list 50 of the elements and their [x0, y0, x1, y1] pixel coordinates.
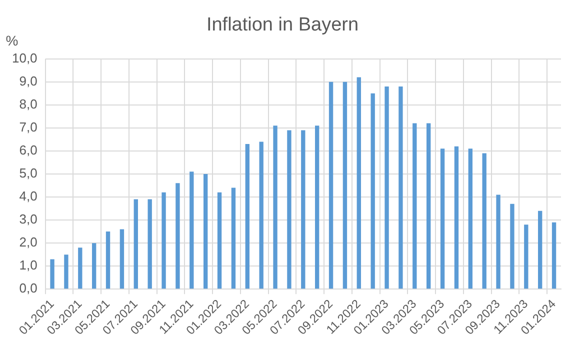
bar [426, 123, 431, 289]
bar [315, 126, 320, 289]
bar [552, 222, 556, 289]
y-tick-label: 1,0 [19, 258, 38, 273]
bar [203, 174, 208, 289]
bar [384, 86, 389, 289]
bar [412, 123, 417, 289]
bar [538, 210, 542, 289]
bar [217, 192, 222, 289]
bar [120, 229, 124, 289]
bar [301, 130, 306, 289]
y-tick-label: 4,0 [19, 188, 38, 204]
bar [148, 199, 152, 289]
bar [259, 142, 264, 289]
y-tick-label: 9,0 [19, 73, 38, 88]
bar [342, 82, 348, 289]
y-axis-title: % [6, 32, 18, 49]
bar [468, 148, 472, 289]
bar [190, 172, 194, 289]
bar [454, 146, 459, 289]
bar [287, 130, 292, 289]
bar [78, 248, 82, 289]
bar [134, 199, 138, 289]
bar [273, 126, 278, 289]
y-tick-label: 7,0 [19, 119, 38, 134]
bar [510, 204, 514, 289]
y-tick-label: 5,0 [19, 166, 38, 181]
bar [440, 148, 445, 289]
bar [496, 194, 500, 289]
bar [370, 93, 375, 289]
y-tick-label: 2,0 [19, 234, 38, 250]
bar [245, 144, 250, 289]
bar [398, 86, 403, 289]
bar [106, 232, 110, 289]
y-tick-label: 3,0 [19, 212, 38, 227]
bar [176, 183, 180, 289]
bar [482, 153, 486, 289]
bar [64, 254, 68, 289]
y-tick-label: 6,0 [19, 142, 38, 158]
bar [231, 188, 236, 289]
y-tick-label: 10,0 [12, 50, 38, 66]
bar [50, 259, 54, 289]
bar [162, 192, 166, 289]
chart-title: Inflation in Bayern [206, 14, 359, 36]
y-tick-label: 0,0 [19, 280, 38, 296]
bar [328, 82, 334, 289]
bar [524, 224, 528, 289]
bar [356, 77, 361, 289]
bar [92, 243, 96, 289]
y-tick-label: 8,0 [19, 96, 38, 112]
